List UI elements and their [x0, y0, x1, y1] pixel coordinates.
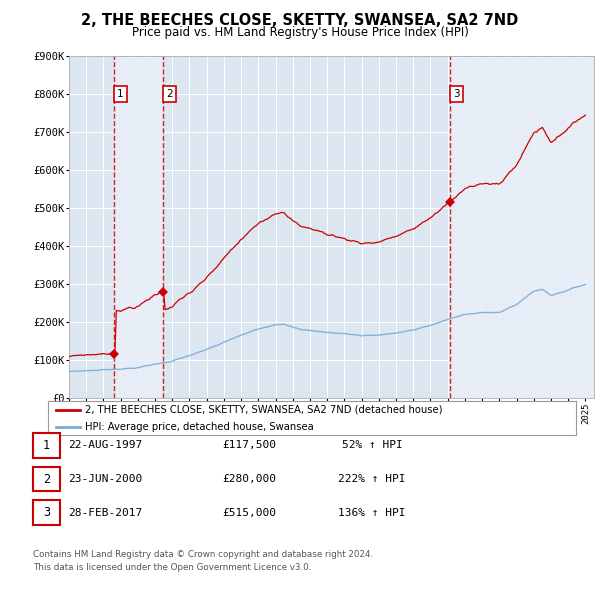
Text: 28-FEB-2017: 28-FEB-2017 [68, 508, 142, 517]
Text: 3: 3 [453, 89, 460, 99]
Text: 2, THE BEECHES CLOSE, SKETTY, SWANSEA, SA2 7ND (detached house): 2, THE BEECHES CLOSE, SKETTY, SWANSEA, S… [85, 405, 442, 415]
Text: 2, THE BEECHES CLOSE, SKETTY, SWANSEA, SA2 7ND: 2, THE BEECHES CLOSE, SKETTY, SWANSEA, S… [82, 13, 518, 28]
Text: Contains HM Land Registry data © Crown copyright and database right 2024.: Contains HM Land Registry data © Crown c… [33, 550, 373, 559]
Text: 2: 2 [166, 89, 173, 99]
Text: £515,000: £515,000 [222, 508, 276, 517]
Text: 2: 2 [43, 473, 50, 486]
Text: 1: 1 [43, 439, 50, 452]
Text: 136% ↑ HPI: 136% ↑ HPI [338, 508, 406, 517]
Text: HPI: Average price, detached house, Swansea: HPI: Average price, detached house, Swan… [85, 422, 314, 432]
Bar [451, 56, 594, 398]
Text: 22-AUG-1997: 22-AUG-1997 [68, 441, 142, 450]
Text: 3: 3 [43, 506, 50, 519]
Text: 222% ↑ HPI: 222% ↑ HPI [338, 474, 406, 484]
Text: Price paid vs. HM Land Registry's House Price Index (HPI): Price paid vs. HM Land Registry's House … [131, 26, 469, 39]
Text: £117,500: £117,500 [222, 441, 276, 450]
Text: 52% ↑ HPI: 52% ↑ HPI [341, 441, 403, 450]
Bar [115, 56, 163, 398]
Text: 1: 1 [117, 89, 124, 99]
Text: £280,000: £280,000 [222, 474, 276, 484]
Text: 23-JUN-2000: 23-JUN-2000 [68, 474, 142, 484]
Text: This data is licensed under the Open Government Licence v3.0.: This data is licensed under the Open Gov… [33, 563, 311, 572]
